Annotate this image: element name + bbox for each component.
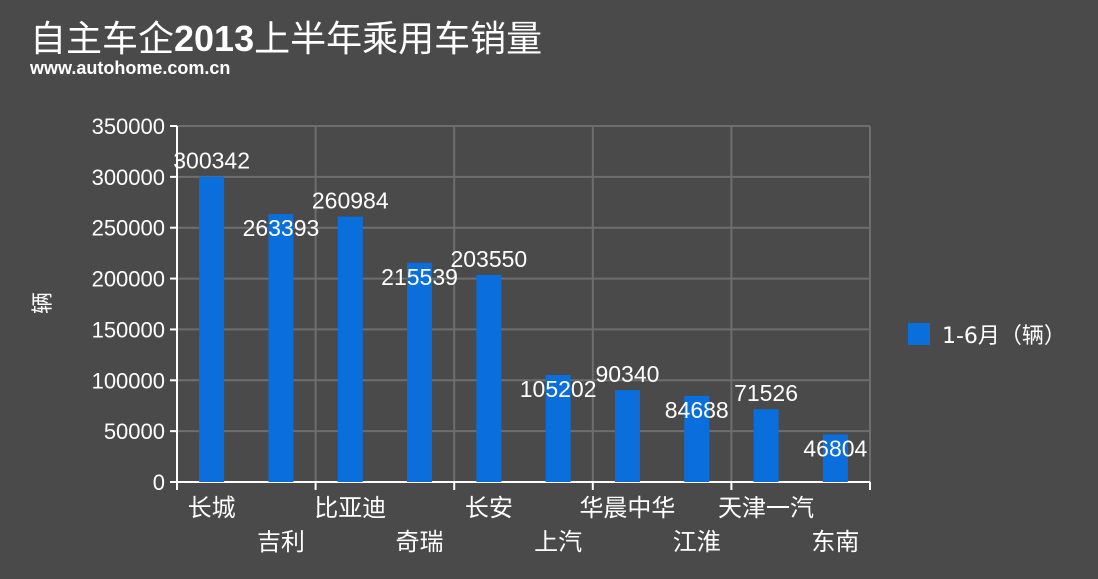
data-label: 105202	[520, 376, 597, 402]
bar	[684, 395, 710, 482]
x-tick-label: 吉利	[257, 528, 305, 556]
legend-label: 1-6月（辆）	[942, 324, 1066, 349]
bar	[545, 374, 571, 482]
bar	[614, 390, 640, 482]
title-year: 2013	[174, 18, 255, 59]
chart-title: 自主车企2013上半年乘用车销量	[30, 10, 542, 62]
x-tick-label: 东南	[811, 528, 859, 556]
data-label: 260984	[312, 188, 389, 214]
y-tick-label: 200000	[92, 267, 165, 292]
data-label: 71526	[734, 380, 798, 406]
x-tick-label: 上汽	[534, 528, 582, 556]
x-tick-label: 长城	[188, 494, 236, 522]
x-tick-label: 华晨中华	[579, 494, 675, 522]
title-prefix: 自主车企	[30, 19, 175, 60]
data-label: 203550	[450, 246, 527, 272]
bar	[476, 274, 502, 482]
source-url: www.autohome.com.cn	[30, 58, 231, 78]
data-label: 90340	[595, 361, 659, 387]
y-tick-label: 100000	[92, 368, 165, 393]
bar	[753, 409, 779, 482]
bar	[407, 262, 433, 482]
data-label: 263393	[243, 215, 320, 241]
legend-swatch	[908, 323, 930, 345]
bar	[337, 216, 363, 482]
y-tick-label: 50000	[104, 419, 165, 444]
x-tick-label: 天津一汽	[718, 494, 814, 522]
bar	[199, 176, 225, 482]
y-tick-label: 300000	[92, 165, 165, 190]
y-tick-label: 350000	[92, 114, 165, 139]
y-tick-label: 150000	[92, 317, 165, 342]
bar	[268, 214, 294, 483]
legend: 1-6月（辆）	[908, 318, 1066, 350]
data-label: 84688	[665, 397, 729, 423]
x-tick-label: 长安	[465, 494, 513, 522]
y-tick-label: 250000	[92, 216, 165, 241]
bar	[822, 434, 848, 482]
y-axis-label: 辆	[31, 292, 56, 314]
x-tick-label: 比亚迪	[314, 494, 386, 522]
y-tick-label: 0	[153, 470, 165, 495]
data-label: 215539	[381, 264, 458, 290]
title-suffix: 上半年乘用车销量	[254, 19, 543, 60]
x-tick-label: 奇瑞	[396, 528, 444, 556]
data-label: 300342	[173, 148, 250, 174]
data-label: 46804	[803, 435, 867, 461]
x-tick-label: 江淮	[673, 528, 721, 556]
